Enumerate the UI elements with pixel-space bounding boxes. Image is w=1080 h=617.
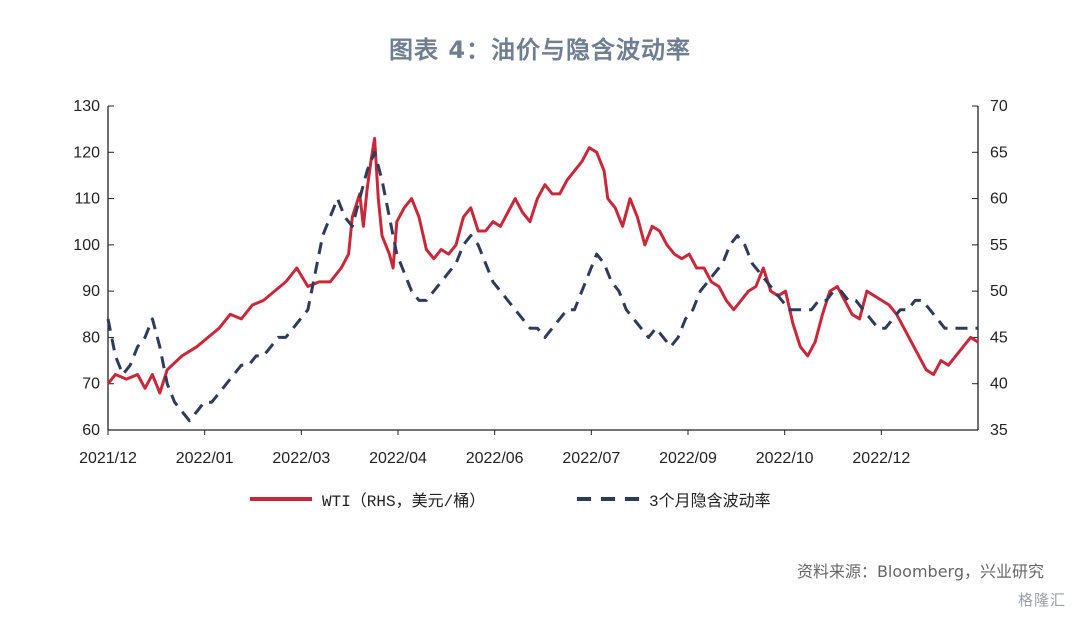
series-line-wti: [106, 136, 979, 395]
x-tick-label: 2022/09: [659, 450, 717, 467]
source-note: 资料来源：Bloomberg，兴业研究: [796, 562, 1044, 581]
chart-legend: WTI（RHS，美元/桶） 3个月隐含波动率: [245, 484, 865, 514]
y-left-tick-label: 80: [82, 329, 100, 346]
chart-title: 图表 4：油价与隐含波动率: [388, 36, 692, 64]
chart-series: [106, 136, 979, 423]
y-right-tick-label: 45: [990, 329, 1008, 346]
chart-svg: 60 70 80 90 100 110 120 130 35 40 45 50 55 60 65 70 2021…: [73, 98, 1008, 467]
x-tick-label: 2021/12: [79, 450, 137, 467]
legend-label-wti: WTI（RHS，美元/桶）: [322, 493, 486, 511]
x-tick-label: 2022/04: [369, 450, 427, 467]
legend-swatch-wti: [250, 497, 312, 501]
x-tick-label: 2022/03: [272, 450, 330, 467]
y-left-tick-label: 110: [74, 191, 100, 208]
y-right-tick-label: 40: [990, 376, 1008, 393]
x-tick-label: 2022/07: [562, 450, 620, 467]
y-left-tick-label: 90: [82, 283, 100, 300]
x-tick-label: 2022/10: [756, 450, 814, 467]
watermark: 格隆汇: [1017, 591, 1066, 609]
y-left-tick-label: 70: [82, 376, 100, 393]
legend-item-vol: 3个月隐含波动率: [577, 484, 771, 514]
y-right-tick-label: 65: [990, 144, 1008, 161]
y-left-tick-label: 120: [73, 144, 100, 161]
legend-item-wti: WTI（RHS，美元/桶）: [250, 484, 485, 514]
y-right-tick-label: 55: [990, 237, 1008, 254]
x-tick-label: 2022/12: [852, 450, 910, 467]
y-right-tick-label: 60: [990, 191, 1008, 208]
y-left-tick-label: 100: [73, 237, 100, 254]
y-left-tick-label: 130: [73, 98, 100, 115]
y-right-tick-label: 70: [990, 98, 1008, 115]
legend-swatch-vol: [577, 497, 639, 501]
chart-axes: 60 70 80 90 100 110 120 130 35 40 45 50 55 60 65 70 2021…: [73, 98, 1008, 467]
x-tick-label: 2022/06: [466, 450, 524, 467]
legend-label-vol: 3个月隐含波动率: [649, 493, 771, 511]
series-line-vol: [106, 150, 978, 423]
x-tick-label: 2022/01: [176, 450, 234, 467]
y-right-tick-label: 50: [990, 283, 1008, 300]
y-left-tick-label: 60: [82, 422, 100, 439]
y-right-tick-label: 35: [990, 422, 1008, 439]
